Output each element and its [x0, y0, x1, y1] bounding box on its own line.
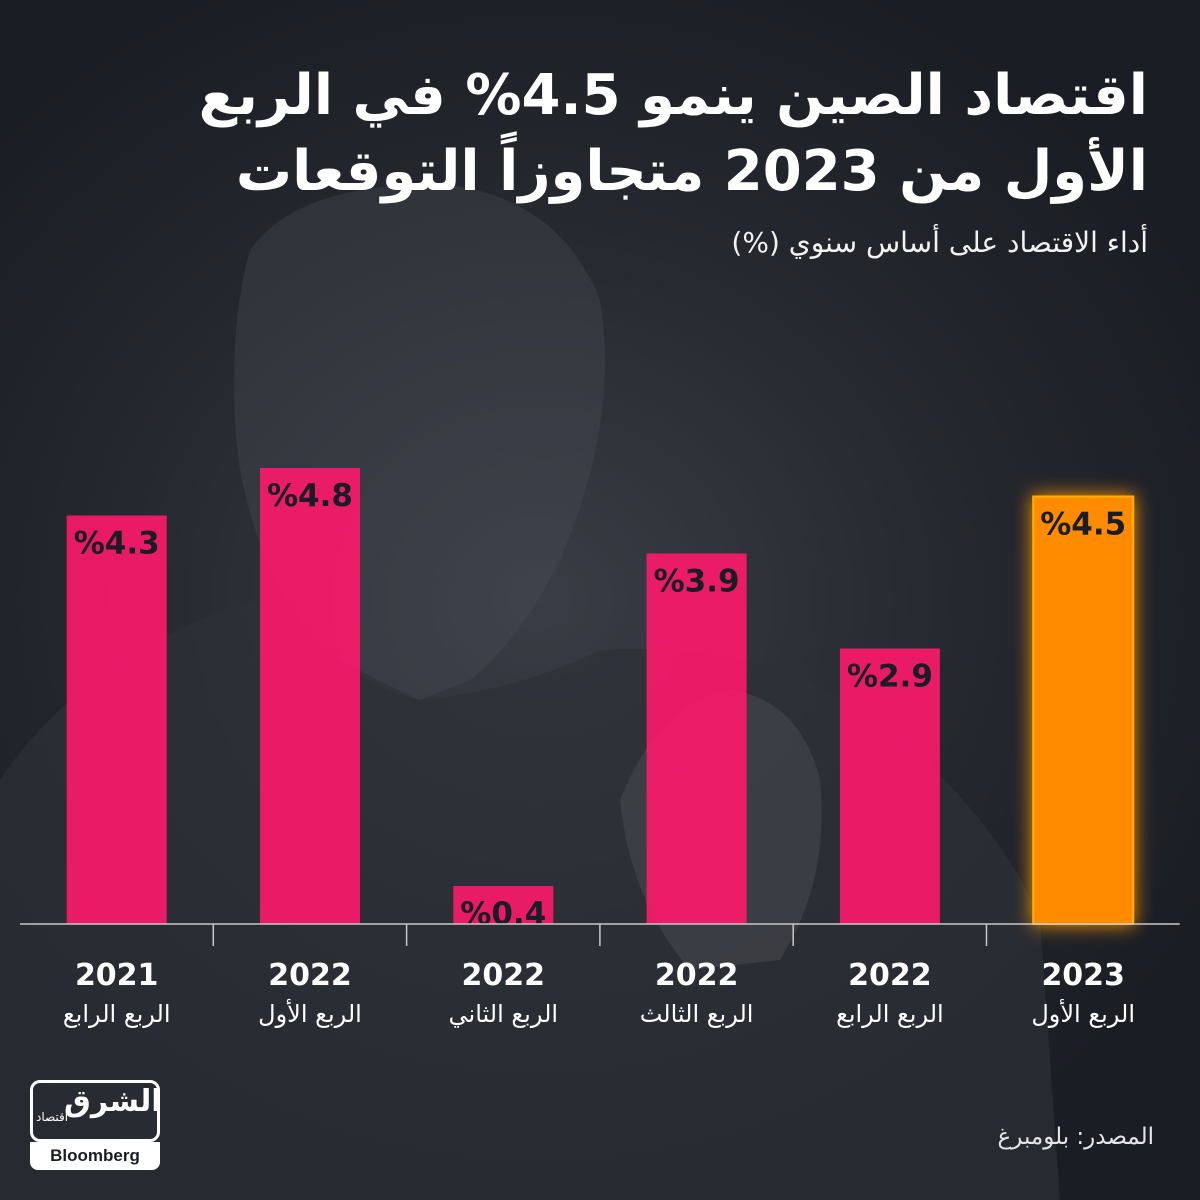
- tick-quarter-1: الربع الرابع: [63, 1000, 171, 1028]
- chart-subtitle: أداء الاقتصاد على أساس سنوي (%): [731, 226, 1148, 259]
- data-labels-group: %4.3 %4.8 %0.4 %3.9 %2.9 %4.5: [74, 478, 1126, 932]
- data-label-1: %4.3: [74, 526, 160, 562]
- data-label-3: %0.4: [460, 896, 546, 932]
- logo-arabic-subtext: اقتصاد: [36, 1110, 69, 1124]
- logo-arabic-wordmark: الشرق: [64, 1084, 162, 1119]
- data-label-2: %4.8: [267, 478, 353, 514]
- bar-4: [646, 553, 747, 924]
- tick-quarter-2: الربع الأول: [258, 999, 362, 1028]
- tick-quarter-5: الربع الرابع: [836, 1000, 944, 1028]
- x-axis: [20, 923, 1180, 946]
- bar-6: [1032, 495, 1135, 925]
- tick-year-1: 2021: [75, 958, 159, 993]
- bar-1: [66, 515, 167, 924]
- bar-5: [839, 648, 940, 924]
- tick-quarter-6: الربع الأول: [1031, 999, 1135, 1028]
- x-tick-labels-group: 2021 الربع الرابع 2022 الربع الأول 2022 الربع…: [63, 958, 1135, 1028]
- chart-title: اقتصاد الصين ينمو 4.5% في الربع الأول من…: [198, 63, 1148, 204]
- asharq-bloomberg-logo: الشرق اقتصاد مع Bloomberg: [30, 1080, 170, 1172]
- tick-quarter-4: الربع الثالث: [640, 1000, 754, 1028]
- tick-year-6: 2023: [1041, 958, 1125, 993]
- tick-year-5: 2022: [848, 958, 932, 993]
- tick-year-4: 2022: [655, 958, 739, 993]
- bar-3: [453, 886, 554, 924]
- tick-year-2: 2022: [268, 958, 352, 993]
- tick-year-3: 2022: [462, 958, 546, 993]
- tick-quarter-3: الربع الثاني: [449, 1000, 559, 1028]
- data-label-5: %2.9: [847, 659, 933, 695]
- bars-group: [66, 468, 1135, 925]
- logo-english-wordmark: Bloomberg: [30, 1142, 160, 1170]
- data-label-6: %4.5: [1040, 507, 1126, 543]
- logo-frame: [30, 1080, 160, 1142]
- data-label-4: %3.9: [654, 564, 740, 600]
- bar-2: [260, 468, 360, 924]
- source-note: المصدر: بلومبرغ: [997, 1124, 1154, 1150]
